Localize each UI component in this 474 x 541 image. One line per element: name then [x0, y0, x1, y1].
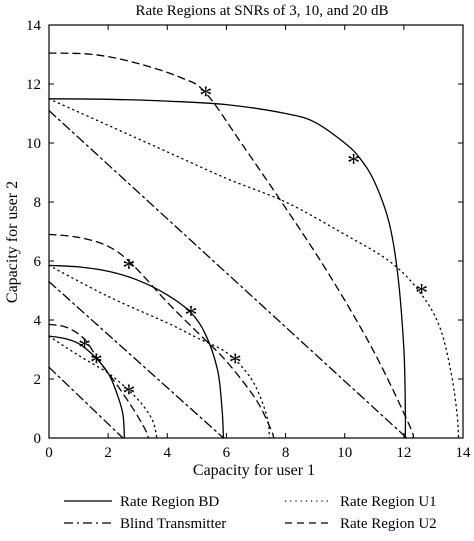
star-marker: * [415, 279, 428, 308]
x-axis: 0 2 4 6 8 10 12 14 [45, 25, 471, 461]
x-axis-title: Capacity for user 1 [193, 462, 315, 479]
y-tick-label: 8 [34, 195, 42, 211]
series-line-rate-region-u1 [48, 264, 270, 439]
star-marker: * [78, 333, 91, 362]
plot-frame [48, 24, 464, 439]
chart-title: Rate Regions at SNRs of 3, 10, and 20 dB [136, 3, 389, 19]
legend-label: Rate Region BD [120, 494, 219, 510]
star-marker: * [229, 348, 242, 377]
star-marker: * [90, 348, 103, 377]
series-curves [48, 52, 460, 439]
legend-label: Rate Region U2 [340, 516, 437, 532]
x-tick-label: 8 [282, 445, 290, 461]
series-line-rate-region-bd [48, 264, 225, 439]
series-line-blind-transmitter [48, 366, 124, 439]
series-line-rate-region-u1 [48, 98, 460, 439]
star-marker: * [122, 253, 135, 282]
y-tick-label: 14 [26, 18, 42, 34]
x-tick-label: 2 [104, 445, 112, 461]
y-tick-label: 12 [26, 77, 41, 93]
series-line-rate-region-bd [48, 335, 126, 439]
legend-label: Blind Transmitter [120, 516, 226, 532]
y-axis: 0 2 4 6 8 10 12 14 [26, 18, 463, 447]
x-tick-label: 12 [396, 445, 411, 461]
series-line-blind-transmitter [48, 280, 225, 439]
series-line-rate-region-bd [48, 98, 407, 439]
y-tick-label: 2 [34, 372, 42, 388]
x-tick-label: 6 [223, 445, 231, 461]
legend: Rate Region BD Rate Region U1 Blind Transm… [64, 494, 437, 532]
star-marker: * [199, 81, 212, 110]
star-marker: * [347, 149, 360, 178]
y-tick-label: 10 [26, 136, 41, 152]
series-line-rate-region-u2 [48, 323, 149, 439]
y-tick-label: 4 [34, 313, 42, 329]
x-tick-label: 4 [164, 445, 172, 461]
y-axis-title: Capacity for user 2 [4, 181, 21, 303]
star-marker: * [122, 379, 135, 408]
markers: ********* [78, 81, 428, 408]
y-tick-label: 6 [34, 254, 42, 270]
series-line-rate-region-u2 [48, 233, 275, 439]
star-marker: * [184, 301, 197, 330]
series-line-rate-region-u1 [48, 335, 158, 439]
x-tick-label: 10 [337, 445, 352, 461]
legend-label: Rate Region U1 [340, 494, 437, 510]
series-line-rate-region-u2 [48, 52, 415, 439]
x-tick-label: 14 [456, 445, 472, 461]
y-tick-label: 0 [34, 431, 42, 447]
series-line-blind-transmitter [48, 109, 408, 439]
x-tick-label: 0 [45, 445, 53, 461]
plot-area [48, 24, 464, 439]
